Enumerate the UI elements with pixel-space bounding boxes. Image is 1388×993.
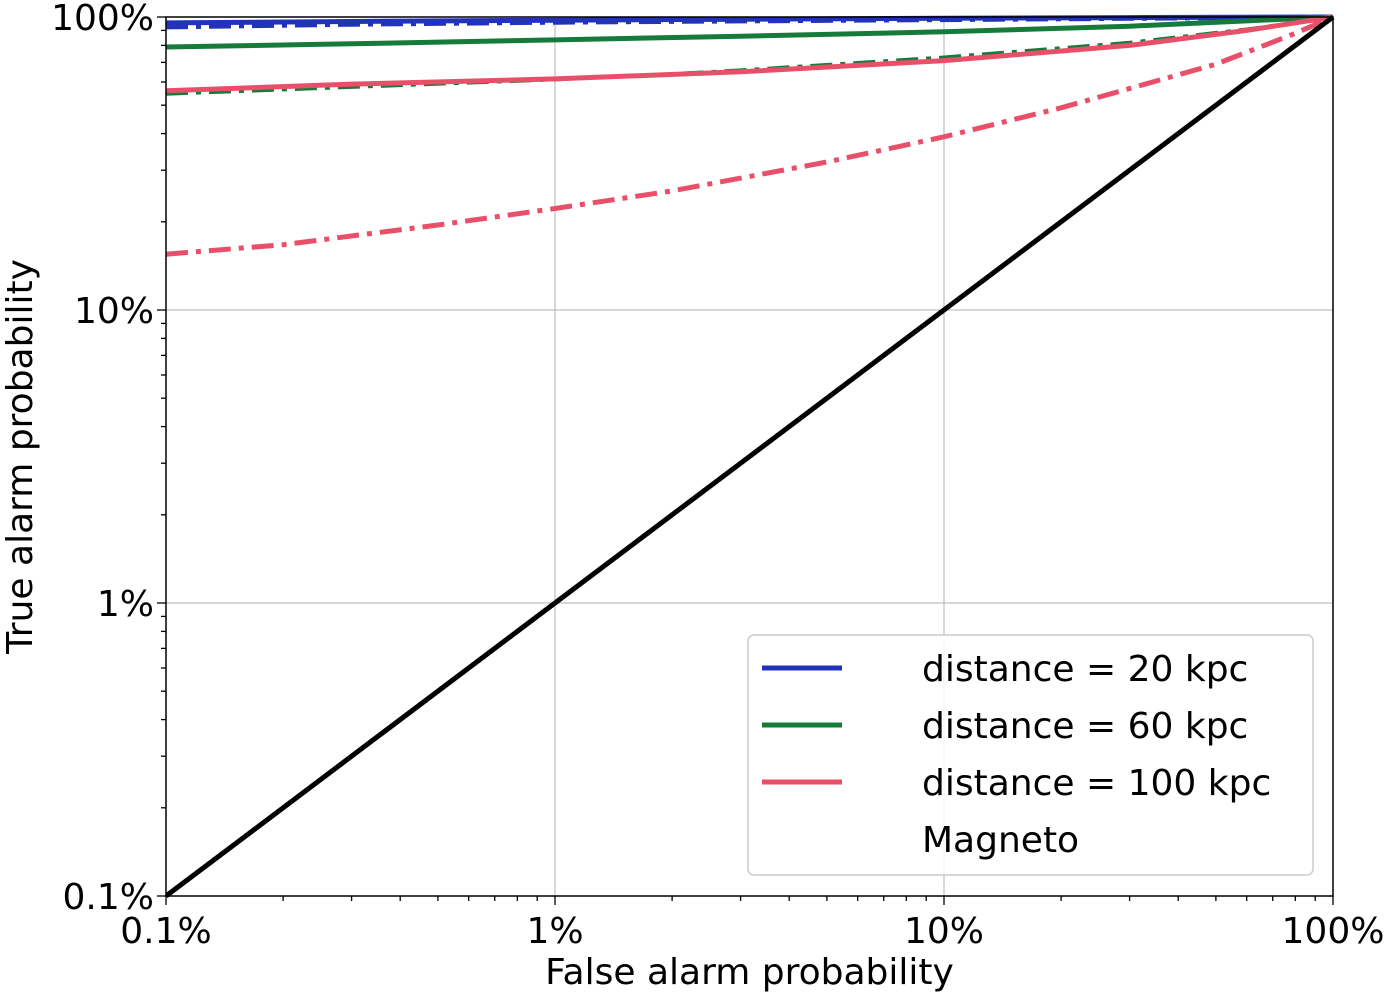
x-axis-label: False alarm probability <box>545 952 954 993</box>
legend-label-3: Magneto <box>922 820 1079 861</box>
series-line-4 <box>166 14 1334 94</box>
y-tick-label-0: 0.1% <box>63 877 154 918</box>
series-line-1 <box>166 14 1334 26</box>
series-line-6 <box>166 15 1335 898</box>
x-tick-labels: 0.1% 1% 10% 100% <box>120 911 1384 952</box>
y-tick-labels: 0.1% 1% 10% 100% <box>51 0 154 918</box>
y-tick-label-1: 1% <box>97 584 154 625</box>
legend-box <box>747 634 1314 876</box>
x-tick-label-3: 100% <box>1282 911 1385 952</box>
x-tick-label-0: 0.1% <box>120 911 211 952</box>
x-tick-label-1: 1% <box>526 911 583 952</box>
y-axis-label: True alarm probability <box>0 259 41 655</box>
legend-label-0: distance = 20 kpc <box>922 649 1248 690</box>
legend: distance = 20 kpc distance = 60 kpc distan… <box>747 634 1314 876</box>
series-line-2 <box>166 14 1334 50</box>
x-tick-label-2: 10% <box>904 911 984 952</box>
legend-label-1: distance = 60 kpc <box>922 706 1248 747</box>
legend-label-2: distance = 100 kpc <box>922 763 1271 804</box>
y-tick-label-3: 100% <box>51 0 154 39</box>
series-line-5 <box>166 14 1334 257</box>
axis-ticks <box>157 16 1334 905</box>
y-tick-label-2: 10% <box>74 291 154 332</box>
plot-frame <box>165 16 1334 897</box>
